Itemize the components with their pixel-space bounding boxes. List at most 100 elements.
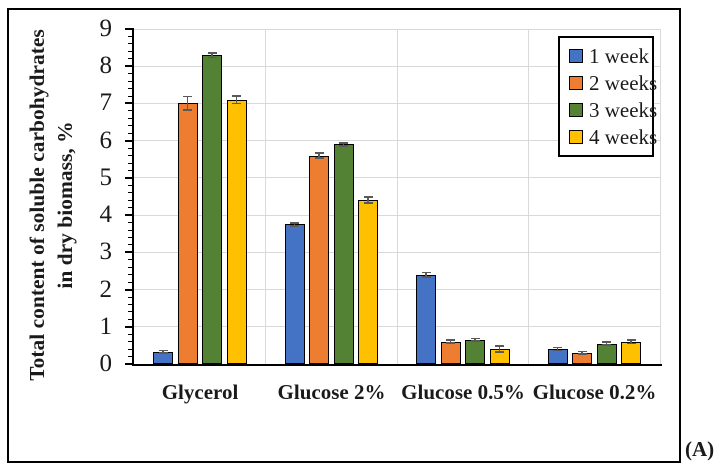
- legend-swatch: [569, 49, 583, 63]
- error-bar-cap-bottom: [421, 276, 431, 278]
- y-axis-minor-tick: [128, 229, 134, 231]
- legend-label: 2 weeks: [589, 71, 658, 95]
- y-axis-minor-tick: [128, 155, 134, 157]
- y-axis-minor-tick: [128, 341, 134, 343]
- y-axis-minor-tick: [128, 236, 134, 238]
- y-tick-label: 1: [99, 312, 113, 340]
- y-axis-major-tick: [125, 102, 134, 105]
- legend-item: 3 weeks: [569, 99, 657, 121]
- bar-2-weeks-2: [440, 341, 461, 364]
- y-axis-major-tick: [125, 28, 134, 30]
- bar-3-weeks-2: [465, 339, 485, 364]
- error-bar-cap-bottom: [158, 352, 168, 354]
- gridline-vertical: [659, 29, 661, 364]
- y-axis-minor-tick: [128, 73, 134, 75]
- legend-label: 4 weeks: [589, 125, 658, 149]
- error-bar-cap-bottom: [446, 342, 455, 344]
- bar-2-weeks-0: [177, 103, 198, 364]
- error-bar-cap-bottom: [290, 225, 299, 227]
- error-bar-cap-bottom: [207, 56, 217, 59]
- x-category-label: Glycerol: [161, 380, 239, 404]
- error-bar-line: [605, 342, 608, 345]
- y-axis-minor-tick: [128, 50, 134, 52]
- y-axis-minor-tick: [128, 88, 134, 90]
- x-category-label: Glucose 0.5%: [401, 380, 525, 404]
- y-axis-minor-tick: [128, 132, 134, 134]
- error-bar-cap-bottom: [339, 145, 348, 147]
- error-bar-line: [630, 339, 632, 344]
- error-bar-cap-bottom: [363, 202, 373, 204]
- y-axis-minor-tick: [128, 199, 134, 201]
- y-tick-label: 0: [99, 350, 113, 377]
- error-bar-cap-top: [470, 337, 480, 340]
- error-bar-cap-top: [290, 222, 299, 224]
- y-tick-label: 2: [99, 275, 113, 303]
- y-tick-label: 8: [99, 52, 113, 80]
- y-axis-minor-tick: [128, 281, 134, 283]
- gridline-vertical: [396, 29, 398, 364]
- error-bar-cap-bottom: [602, 344, 611, 346]
- y-axis-major-tick: [125, 325, 134, 328]
- bar-1-week-1: [284, 224, 305, 364]
- error-bar-cap-top: [314, 152, 324, 154]
- x-category-label: Glucose 2%: [277, 380, 386, 404]
- error-bar-cap-top: [363, 196, 373, 198]
- error-bar-line: [474, 338, 476, 341]
- error-bar-cap-bottom: [470, 340, 480, 342]
- y-axis-title-line1: Total content of soluble carbohydrates: [25, 29, 49, 381]
- x-category-label: Glucose 0.2%: [532, 380, 657, 404]
- y-axis-minor-tick: [128, 333, 134, 335]
- legend-swatch: [569, 103, 583, 117]
- y-axis-major-tick: [125, 176, 134, 179]
- gridline-vertical: [528, 29, 529, 364]
- legend-item: 4 weeks: [569, 126, 657, 148]
- y-axis-minor-tick: [128, 147, 134, 149]
- error-bar-line: [449, 340, 452, 344]
- y-axis-minor-tick: [128, 303, 134, 305]
- bar-4-weeks-1: [358, 200, 378, 364]
- y-axis-minor-tick: [128, 222, 134, 224]
- error-bar-cap-bottom: [626, 342, 636, 345]
- y-axis-minor-tick: [128, 207, 134, 209]
- y-axis-major-tick: [125, 214, 134, 217]
- y-axis-major-tick: [125, 139, 134, 142]
- error-bar-line: [162, 350, 164, 353]
- y-axis-minor-tick: [128, 125, 134, 127]
- legend-swatch: [569, 130, 583, 144]
- y-axis-minor-tick: [128, 162, 134, 164]
- bar-3-weeks-1: [333, 144, 354, 364]
- y-axis-major-tick: [125, 288, 134, 291]
- y-axis-minor-tick: [128, 356, 134, 358]
- bar-3-weeks-0: [202, 55, 222, 364]
- error-bar-line: [211, 52, 213, 58]
- error-bar-cap-bottom: [495, 351, 504, 353]
- error-bar-cap-top: [158, 349, 168, 352]
- bar-2-weeks-1: [309, 155, 329, 364]
- y-tick-label: 9: [99, 15, 113, 42]
- legend-label: 3 weeks: [589, 98, 658, 122]
- bar-1-week-3: [547, 349, 568, 364]
- y-tick-label: 7: [99, 89, 113, 117]
- error-bar-cap-top: [183, 95, 192, 98]
- y-tick-label: 6: [99, 126, 113, 154]
- y-axis-minor-tick: [128, 259, 134, 261]
- error-bar-line: [556, 347, 559, 351]
- y-tick-label: 4: [99, 201, 113, 229]
- bar-4-weeks-0: [226, 99, 247, 364]
- y-axis-major-tick: [125, 251, 134, 254]
- chart-frame: Total content of soluble carbohydrates i…: [7, 8, 681, 463]
- x-axis-line: [132, 364, 662, 366]
- y-axis-minor-tick: [128, 311, 134, 313]
- error-bar-cap-bottom: [314, 157, 324, 159]
- error-bar-cap-top: [339, 142, 348, 144]
- plot-area: 0 1 2 3 4 5 6 7 8 9 Glycerol Glucose 2% Glucose 0.5%…: [100, 15, 662, 404]
- error-bar-cap-top: [232, 95, 241, 97]
- y-axis-minor-tick: [128, 110, 134, 112]
- error-bar-cap-bottom: [577, 353, 587, 355]
- y-axis-minor-tick: [128, 95, 134, 97]
- error-bar-line: [342, 142, 345, 146]
- error-bar-line: [498, 346, 501, 353]
- gridline-vertical: [265, 29, 266, 364]
- y-axis-minor-tick: [128, 244, 134, 246]
